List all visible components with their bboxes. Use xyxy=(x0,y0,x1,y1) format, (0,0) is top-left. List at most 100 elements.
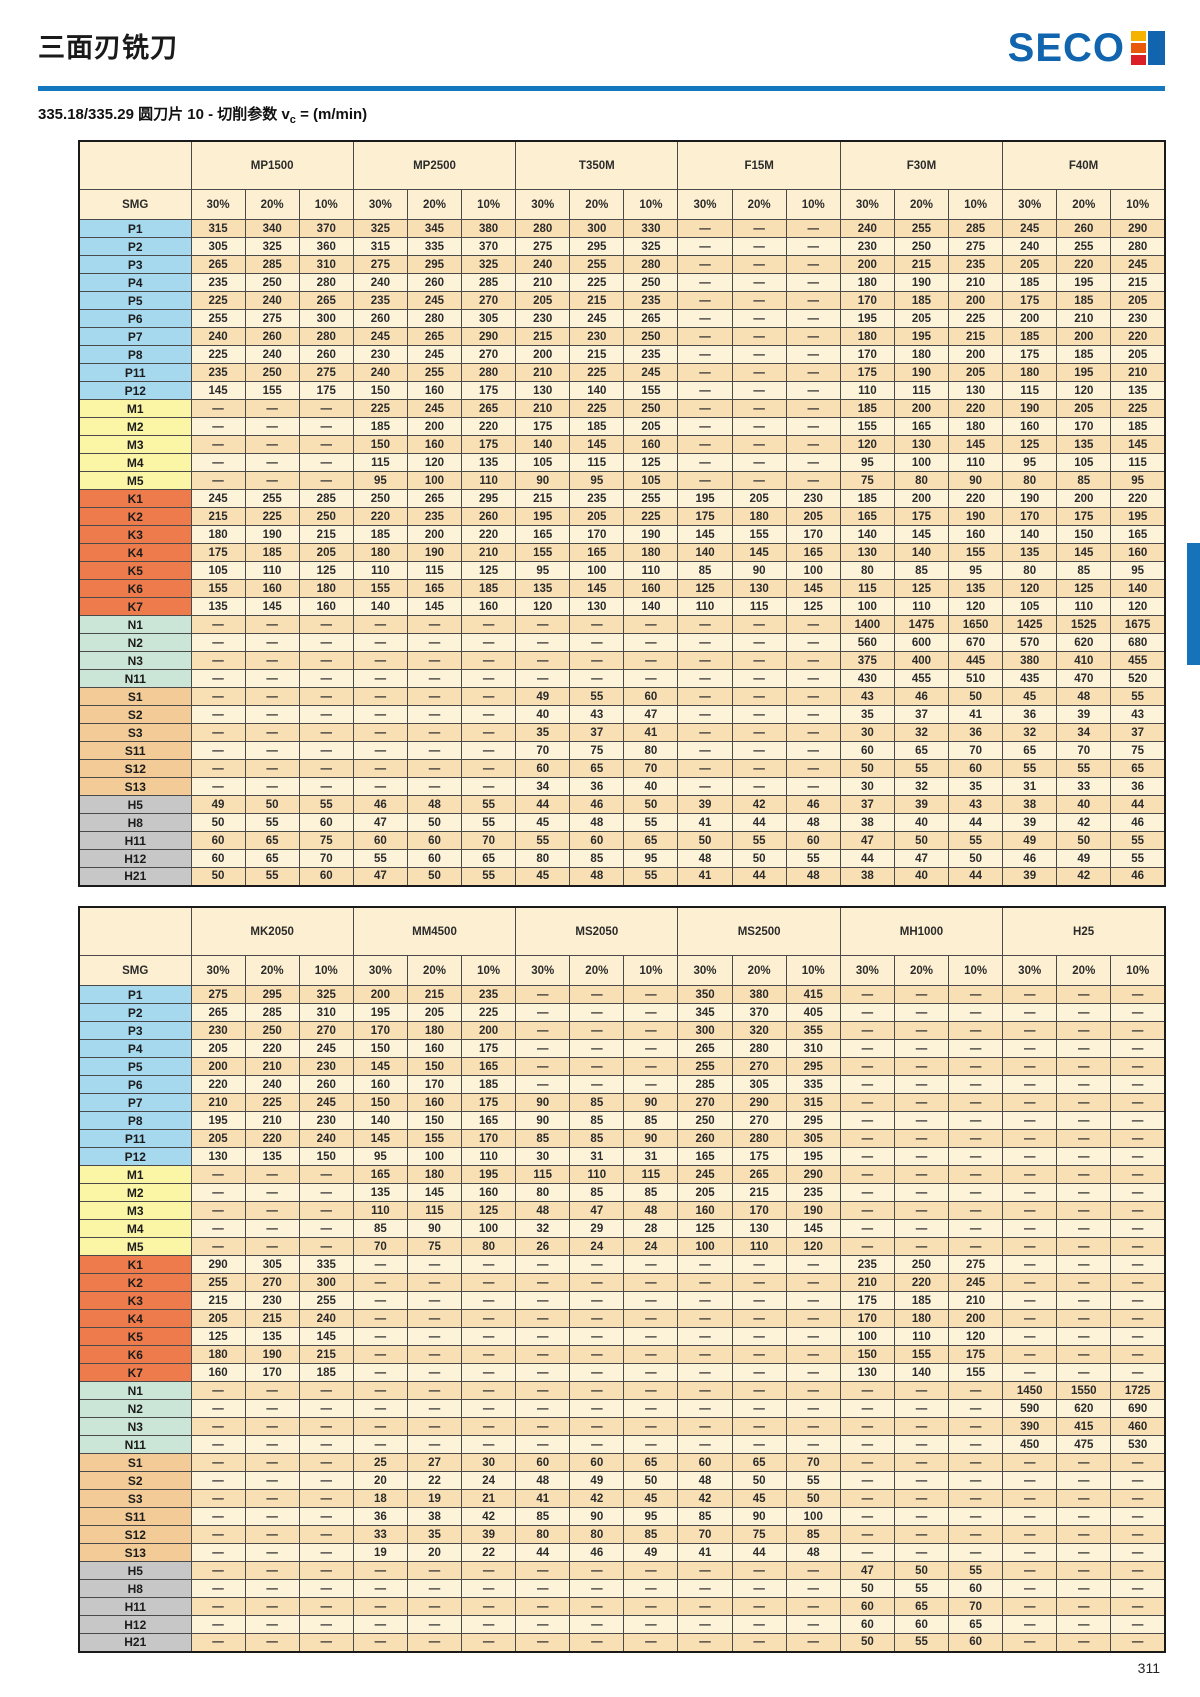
vc-value-cell: 105 xyxy=(515,453,571,472)
table-row: K6 180 190 215— — — — — — — — —150 155 175— — — xyxy=(78,1345,1166,1364)
vc-value-cell: — xyxy=(461,687,517,706)
vc-value-cell: 180 xyxy=(893,345,950,364)
vc-value-cell: — xyxy=(1110,1345,1166,1364)
vc-value-cell: — xyxy=(515,1435,571,1454)
vc-value-cell: — xyxy=(298,453,354,472)
vc-value-cell: 40 xyxy=(1056,795,1112,814)
vc-value-cell: — xyxy=(298,471,354,490)
vc-value-cell: — xyxy=(731,777,787,796)
vc-value-cell: — xyxy=(785,777,841,796)
vc-value-cell: — xyxy=(244,417,300,436)
vc-value-cell: — xyxy=(893,1435,950,1454)
smg-row-label: M1 xyxy=(78,1165,192,1184)
table-row: P11 205 220 240 145 155 170 85 85 90 260 280 305— — — —… xyxy=(78,1129,1166,1148)
vc-value-cell: 31 xyxy=(623,1147,679,1166)
vc-value-cell: 90 xyxy=(623,1129,679,1148)
vc-value-cell: 300 xyxy=(298,309,354,328)
vc-value-cell: 265 xyxy=(190,1003,246,1022)
smg-row-label: P8 xyxy=(78,1111,192,1130)
grade-header: MS2500 xyxy=(677,906,841,956)
subtitle-prefix: 335.18/335.29 圆刀片 10 - 切削参数 v xyxy=(38,106,290,123)
vc-value-cell: 175 xyxy=(948,1345,1004,1364)
vc-value-cell: — xyxy=(298,633,354,652)
vc-value-cell: 85 xyxy=(569,1111,625,1130)
vc-value-cell: 180 xyxy=(352,543,408,562)
vc-value-cell: 275 xyxy=(352,255,408,274)
vc-value-cell: 160 xyxy=(406,435,463,454)
vc-value-cell: 48 xyxy=(515,1471,571,1490)
vc-value-cell: — xyxy=(677,1579,733,1598)
vc-value-cell: 200 xyxy=(893,489,950,508)
table-row: S12— — —33 35 39 80 80 85 70 75 85— — — — — — xyxy=(78,1525,1166,1544)
vc-value-cell: — xyxy=(244,1165,300,1184)
vc-value-cell: 145 xyxy=(893,525,950,544)
vc-value-cell: 325 xyxy=(461,255,517,274)
vc-value-cell: 70 xyxy=(948,1597,1004,1616)
vc-value-cell: — xyxy=(839,1525,895,1544)
vc-value-cell: 240 xyxy=(298,1309,354,1328)
vc-value-cell: 255 xyxy=(244,489,300,508)
vc-value-cell: — xyxy=(893,1021,950,1040)
vc-value-cell: — xyxy=(1056,1039,1112,1058)
vc-value-cell: 230 xyxy=(569,327,625,346)
vc-value-cell: — xyxy=(677,1615,733,1634)
vc-value-cell: — xyxy=(461,1309,517,1328)
vc-value-cell: — xyxy=(461,1345,517,1364)
vc-value-cell: 285 xyxy=(461,273,517,292)
vc-value-cell: 220 xyxy=(1056,255,1112,274)
percent-header: 20% xyxy=(731,189,787,220)
vc-value-cell: — xyxy=(1056,1093,1112,1112)
vc-value-cell: — xyxy=(190,1543,246,1562)
vc-value-cell: — xyxy=(1002,1471,1058,1490)
vc-value-cell: 185 xyxy=(352,417,408,436)
vc-value-cell: — xyxy=(406,1579,463,1598)
vc-value-cell: — xyxy=(1110,1219,1166,1238)
vc-value-cell: 145 xyxy=(569,435,625,454)
vc-value-cell: — xyxy=(406,1363,463,1382)
vc-value-cell: — xyxy=(569,1003,625,1022)
vc-value-cell: — xyxy=(785,255,841,274)
vc-value-cell: 50 xyxy=(244,795,300,814)
vc-value-cell: 235 xyxy=(352,291,408,310)
vc-value-cell: 36 xyxy=(569,777,625,796)
vc-value-cell: 33 xyxy=(1056,777,1112,796)
vc-value-cell: — xyxy=(839,1435,895,1454)
vc-value-cell: — xyxy=(893,1381,950,1400)
vc-value-cell: 38 xyxy=(1002,795,1058,814)
vc-value-cell: 38 xyxy=(406,1507,463,1526)
vc-value-cell: 245 xyxy=(677,1165,733,1184)
vc-value-cell: — xyxy=(785,1435,841,1454)
vc-value-cell: — xyxy=(839,1165,895,1184)
vc-value-cell: — xyxy=(352,741,408,760)
vc-value-cell: — xyxy=(623,1291,679,1310)
vc-value-cell: 46 xyxy=(1110,867,1166,886)
vc-value-cell: — xyxy=(1110,1309,1166,1328)
vc-value-cell: — xyxy=(677,453,733,472)
vc-value-cell: 275 xyxy=(190,985,246,1004)
vc-value-cell: — xyxy=(515,1579,571,1598)
grade-header: MM4500 xyxy=(352,906,517,956)
vc-value-cell: — xyxy=(352,651,408,670)
vc-value-cell: 70 xyxy=(515,741,571,760)
vc-value-cell: — xyxy=(298,777,354,796)
vc-value-cell: 370 xyxy=(461,237,517,256)
vc-value-cell: 44 xyxy=(1110,795,1166,814)
vc-value-cell: — xyxy=(1002,1075,1058,1094)
vc-value-cell: 115 xyxy=(352,453,408,472)
vc-value-cell: — xyxy=(569,1597,625,1616)
vc-value-cell: 200 xyxy=(190,1057,246,1076)
smg-row-label: P3 xyxy=(78,255,192,274)
vc-value-cell: — xyxy=(352,687,408,706)
vc-value-cell: 145 xyxy=(785,1219,841,1238)
vc-value-cell: — xyxy=(893,1543,950,1562)
vc-value-cell: — xyxy=(244,705,300,724)
vc-value-cell: 215 xyxy=(569,291,625,310)
vc-value-cell: — xyxy=(190,759,246,778)
vc-value-cell: 160 xyxy=(677,1201,733,1220)
table-row: K5 105 110 125 110 115 125 95 100 110 85 90 100 80 85 9… xyxy=(78,561,1166,580)
vc-value-cell: 85 xyxy=(515,1129,571,1148)
vc-value-cell: 50 xyxy=(731,1471,787,1490)
vc-value-cell: — xyxy=(1002,1129,1058,1148)
vc-value-cell: — xyxy=(731,1435,787,1454)
table-row: S3— — — — — —35 37 41— — —30 32 36 32 34 37 xyxy=(78,723,1166,742)
